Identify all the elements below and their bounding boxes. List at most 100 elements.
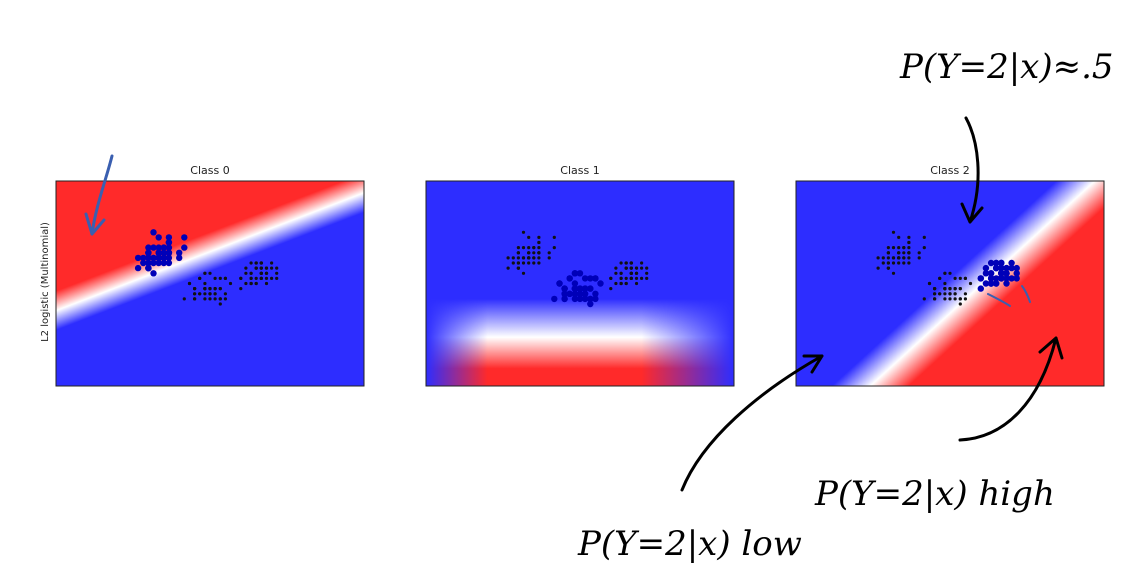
data-point-highlighted bbox=[1008, 259, 1015, 267]
scatter-points-class-0 bbox=[134, 229, 279, 306]
data-point bbox=[634, 276, 639, 280]
data-point bbox=[506, 256, 510, 260]
panel-title-class-2: Class 2 bbox=[930, 164, 969, 177]
data-point bbox=[244, 266, 248, 270]
data-point bbox=[537, 246, 541, 250]
data-point bbox=[938, 276, 942, 280]
data-point bbox=[619, 281, 623, 286]
data-point-highlighted bbox=[1003, 264, 1010, 272]
data-point-highlighted bbox=[581, 275, 589, 282]
data-point-highlighted bbox=[592, 295, 599, 303]
data-point bbox=[938, 292, 942, 296]
data-point bbox=[645, 266, 649, 270]
data-point-highlighted bbox=[566, 290, 573, 297]
data-point-highlighted bbox=[1013, 264, 1020, 272]
data-point bbox=[264, 281, 269, 286]
data-point-highlighted bbox=[150, 254, 157, 262]
data-point bbox=[275, 271, 279, 275]
data-point bbox=[943, 297, 947, 301]
data-point bbox=[609, 287, 613, 291]
data-point bbox=[203, 292, 207, 296]
data-point bbox=[640, 266, 644, 270]
annotation-p-high: P(Y=2|x) high bbox=[814, 474, 1055, 514]
data-point-highlighted bbox=[581, 285, 589, 292]
scatter-points-class-2 bbox=[876, 230, 1020, 306]
data-point-highlighted bbox=[150, 229, 157, 236]
data-point bbox=[259, 266, 263, 270]
data-point bbox=[193, 292, 197, 296]
data-point bbox=[254, 276, 258, 280]
data-point-highlighted bbox=[561, 285, 568, 292]
data-point bbox=[614, 271, 618, 275]
data-point-highlighted bbox=[993, 259, 1000, 267]
data-point-highlighted bbox=[987, 275, 995, 282]
data-point bbox=[922, 235, 926, 239]
data-point bbox=[223, 276, 227, 280]
data-point bbox=[619, 261, 623, 265]
data-point-highlighted bbox=[571, 290, 579, 297]
data-point bbox=[624, 276, 628, 280]
data-point bbox=[897, 256, 901, 260]
data-point-highlighted bbox=[587, 300, 594, 308]
panel-class-1: Class 1 bbox=[425, 164, 735, 387]
data-point-highlighted bbox=[576, 285, 584, 292]
data-point-highlighted bbox=[982, 280, 990, 287]
data-point bbox=[629, 261, 633, 265]
data-point bbox=[948, 297, 952, 301]
data-point bbox=[193, 297, 197, 301]
data-point bbox=[552, 235, 556, 239]
data-point-highlighted bbox=[181, 234, 188, 241]
data-point-highlighted bbox=[571, 295, 579, 303]
data-point bbox=[193, 287, 197, 291]
data-point bbox=[634, 266, 639, 270]
data-point-highlighted bbox=[561, 295, 568, 303]
data-point bbox=[902, 261, 906, 265]
data-point bbox=[239, 276, 243, 280]
data-point bbox=[629, 271, 633, 275]
data-point bbox=[907, 246, 911, 250]
data-point bbox=[886, 266, 891, 270]
data-point-highlighted bbox=[165, 249, 173, 256]
data-point bbox=[876, 266, 880, 270]
axes-frame-class-2 bbox=[795, 180, 1105, 387]
data-point-highlighted bbox=[134, 264, 142, 272]
data-point bbox=[958, 287, 962, 291]
data-point-highlighted bbox=[150, 259, 157, 267]
data-point-highlighted bbox=[998, 264, 1005, 272]
data-point-highlighted bbox=[145, 244, 152, 251]
data-point bbox=[218, 276, 222, 280]
probability-background-class-1 bbox=[426, 181, 734, 386]
data-point bbox=[203, 297, 207, 301]
data-point bbox=[886, 246, 891, 250]
data-point bbox=[218, 302, 222, 306]
data-point bbox=[897, 251, 901, 255]
data-point-highlighted bbox=[165, 244, 173, 251]
data-point-highlighted bbox=[551, 295, 558, 303]
data-point bbox=[891, 246, 896, 250]
data-point-highlighted bbox=[165, 234, 173, 241]
data-point-highlighted bbox=[181, 244, 188, 251]
data-point-highlighted bbox=[145, 264, 152, 272]
panel-class-2: Class 2 bbox=[795, 164, 1105, 387]
data-point bbox=[208, 292, 212, 296]
data-point-highlighted bbox=[145, 259, 152, 267]
data-point bbox=[182, 297, 186, 301]
data-point-highlighted bbox=[176, 254, 183, 262]
data-point-highlighted bbox=[566, 275, 573, 282]
data-point-highlighted bbox=[556, 280, 563, 287]
data-point bbox=[907, 251, 911, 255]
data-point-highlighted bbox=[571, 285, 579, 292]
data-point bbox=[203, 271, 207, 275]
data-point bbox=[902, 246, 906, 250]
data-point bbox=[521, 256, 526, 260]
data-point bbox=[527, 235, 531, 239]
data-point bbox=[213, 276, 217, 280]
data-point bbox=[948, 292, 952, 296]
data-point-highlighted bbox=[597, 280, 604, 287]
data-point bbox=[254, 261, 258, 265]
data-point bbox=[208, 271, 212, 275]
data-point bbox=[881, 261, 885, 265]
data-point-highlighted bbox=[134, 254, 142, 262]
data-point bbox=[249, 276, 253, 280]
data-point bbox=[521, 246, 526, 250]
